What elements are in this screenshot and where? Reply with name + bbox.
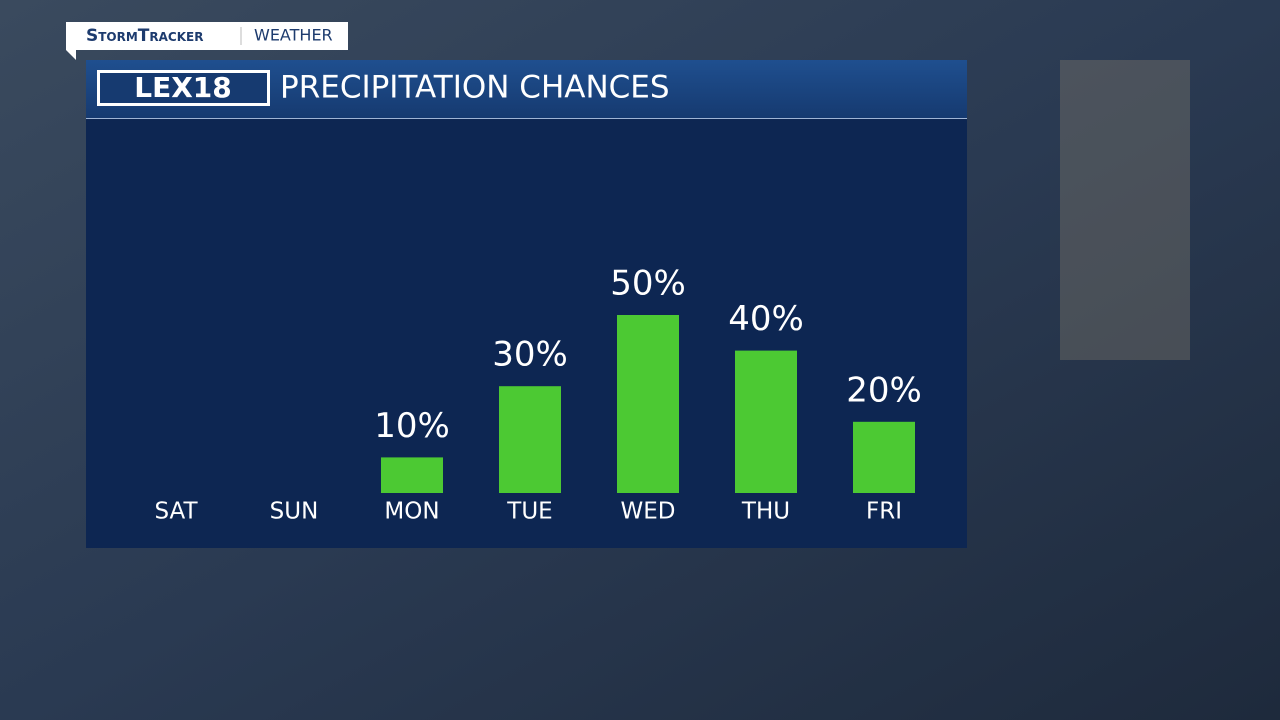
value-label: 40% xyxy=(728,299,804,339)
show-tag xyxy=(66,22,348,50)
bar xyxy=(381,457,443,493)
plot: SAT SUN MON 10% TUE 30% WED 50% THU 40% FRI 20% xyxy=(154,264,921,525)
bar xyxy=(499,386,561,493)
logo-inner xyxy=(100,73,267,103)
bar xyxy=(617,315,679,493)
x-tick-label: WED xyxy=(621,499,676,525)
show-name: StormTracker xyxy=(86,26,203,46)
chart-title: PRECIPITATION CHANCES xyxy=(280,70,670,106)
value-label: 10% xyxy=(374,406,450,446)
x-tick-label: FRI xyxy=(866,499,902,525)
x-tick-label: TUE xyxy=(506,499,552,525)
value-label: 30% xyxy=(492,335,568,375)
bar xyxy=(853,421,915,493)
logo: LEX18 xyxy=(134,71,232,104)
reflection xyxy=(1060,60,1190,360)
x-tick-label: THU xyxy=(741,499,790,525)
section-name: WEATHER xyxy=(254,26,333,45)
value-label: 20% xyxy=(846,370,922,410)
x-tick-label: MON xyxy=(384,499,439,525)
value-label: 50% xyxy=(610,264,686,304)
bar xyxy=(735,350,797,493)
x-tick-label: SAT xyxy=(154,499,198,525)
x-tick-label: SUN xyxy=(270,499,319,525)
tag-tail xyxy=(66,50,76,60)
